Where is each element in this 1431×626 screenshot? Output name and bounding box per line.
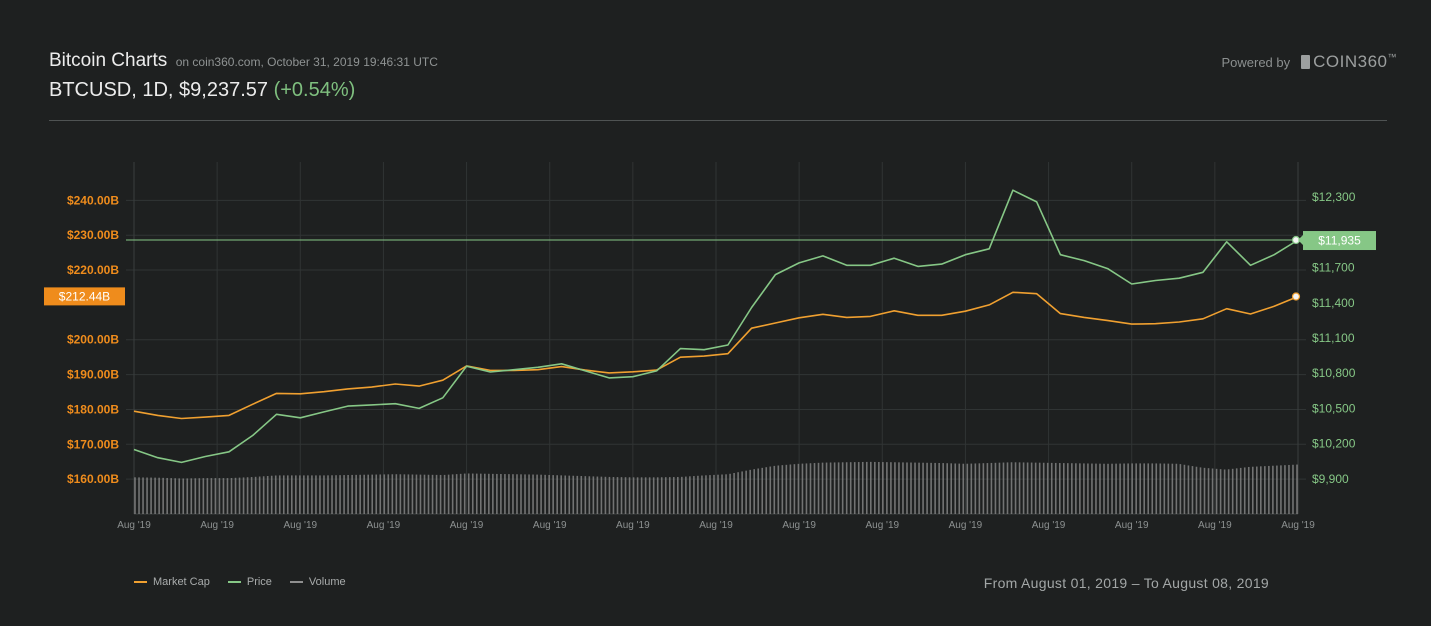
x-tick-label: Aug '19	[283, 520, 317, 531]
market-cap-current-label: $212.44B	[59, 289, 110, 303]
right-axis-tick-label: $11,100	[1312, 331, 1355, 345]
x-tick-label: Aug '19	[117, 520, 151, 531]
coin360-logo-icon	[1301, 55, 1311, 69]
coin360-logo-tm: ™	[1387, 52, 1397, 62]
price-current-label: $11,935	[1318, 234, 1361, 248]
left-axis-tick-label: $160.00B	[67, 472, 119, 486]
x-tick-label: Aug '19	[949, 520, 983, 531]
left-axis-tick-label: $230.00B	[67, 228, 119, 242]
right-axis-tick-label: $10,800	[1312, 366, 1356, 380]
x-tick-label: Aug '19	[782, 520, 816, 531]
legend-item-price[interactable]: Price	[227, 576, 272, 588]
x-tick-label: Aug '19	[533, 520, 567, 531]
powered-by-label: Powered by	[1221, 54, 1291, 70]
x-tick-label: Aug '19	[1115, 520, 1149, 531]
right-axis-tick-label: $10,200	[1312, 437, 1356, 451]
x-tick-label: Aug '19	[200, 520, 234, 531]
right-axis-tick-label: $11,700	[1312, 261, 1355, 275]
coin360-logo[interactable]: COIN360 ™	[1301, 52, 1397, 72]
right-axis-tick-label: $10,500	[1312, 401, 1356, 415]
right-axis-tick-label: $9,900	[1312, 472, 1349, 486]
left-axis-tick-label: $240.00B	[67, 193, 119, 207]
right-axis-tick-label: $11,400	[1312, 296, 1355, 310]
chart-title: Bitcoin Charts	[49, 50, 168, 71]
volume-series	[134, 461, 1298, 514]
chart-legend: Market Cap Price Volume	[134, 576, 364, 588]
chart-header: Bitcoin Charts on coin360.com, October 3…	[49, 50, 438, 72]
x-tick-label: Aug '19	[1198, 520, 1232, 531]
market-cap-last-point	[1291, 292, 1301, 301]
price-badge-pointer	[1298, 235, 1303, 246]
left-axis-tick-label: $190.00B	[67, 368, 119, 382]
x-tick-label: Aug '19	[367, 520, 401, 531]
x-tick-label: Aug '19	[865, 520, 899, 531]
x-tick-label: Aug '19	[1281, 520, 1315, 531]
header-divider	[49, 120, 1387, 121]
price-summary: BTCUSD, 1D, $9,237.57 (+0.54%)	[49, 79, 355, 102]
legend-label-volume: Volume	[308, 576, 346, 588]
legend-label-market-cap: Market Cap	[153, 576, 210, 588]
price-current-badge	[1303, 231, 1376, 251]
coin360-logo-text: COIN360	[1313, 52, 1388, 71]
left-axis-tick-label: $200.00B	[67, 333, 119, 347]
chart-subtitle: on coin360.com, October 31, 2019 19:46:3…	[175, 55, 438, 69]
market-cap-line	[133, 291, 1299, 420]
legend-swatch-price	[227, 581, 241, 583]
legend-item-volume[interactable]: Volume	[289, 576, 346, 588]
left-axis-tick-label: $180.00B	[67, 402, 119, 416]
x-tick-label: Aug '19	[699, 520, 733, 531]
price-change-label: (+0.54%)	[273, 79, 356, 101]
left-axis-tick-label: $170.00B	[67, 437, 119, 451]
right-axis-tick-label: $12,300	[1312, 190, 1356, 204]
price-line	[133, 189, 1299, 464]
left-axis-tick-label: $220.00B	[67, 263, 119, 277]
legend-label-price: Price	[246, 576, 272, 588]
date-range-label: From August 01, 2019 – To August 08, 201…	[983, 575, 1269, 591]
pair-price-label: BTCUSD, 1D, $9,237.57	[49, 79, 268, 101]
market-cap-current-badge	[44, 287, 125, 306]
legend-swatch-volume	[289, 581, 303, 583]
x-tick-label: Aug '19	[1032, 520, 1066, 531]
x-tick-label: Aug '19	[450, 520, 484, 531]
powered-by: Powered by COIN360 ™	[1221, 52, 1397, 72]
legend-item-market-cap[interactable]: Market Cap	[134, 576, 210, 588]
legend-swatch-market-cap	[134, 581, 147, 583]
x-tick-label: Aug '19	[616, 520, 650, 531]
